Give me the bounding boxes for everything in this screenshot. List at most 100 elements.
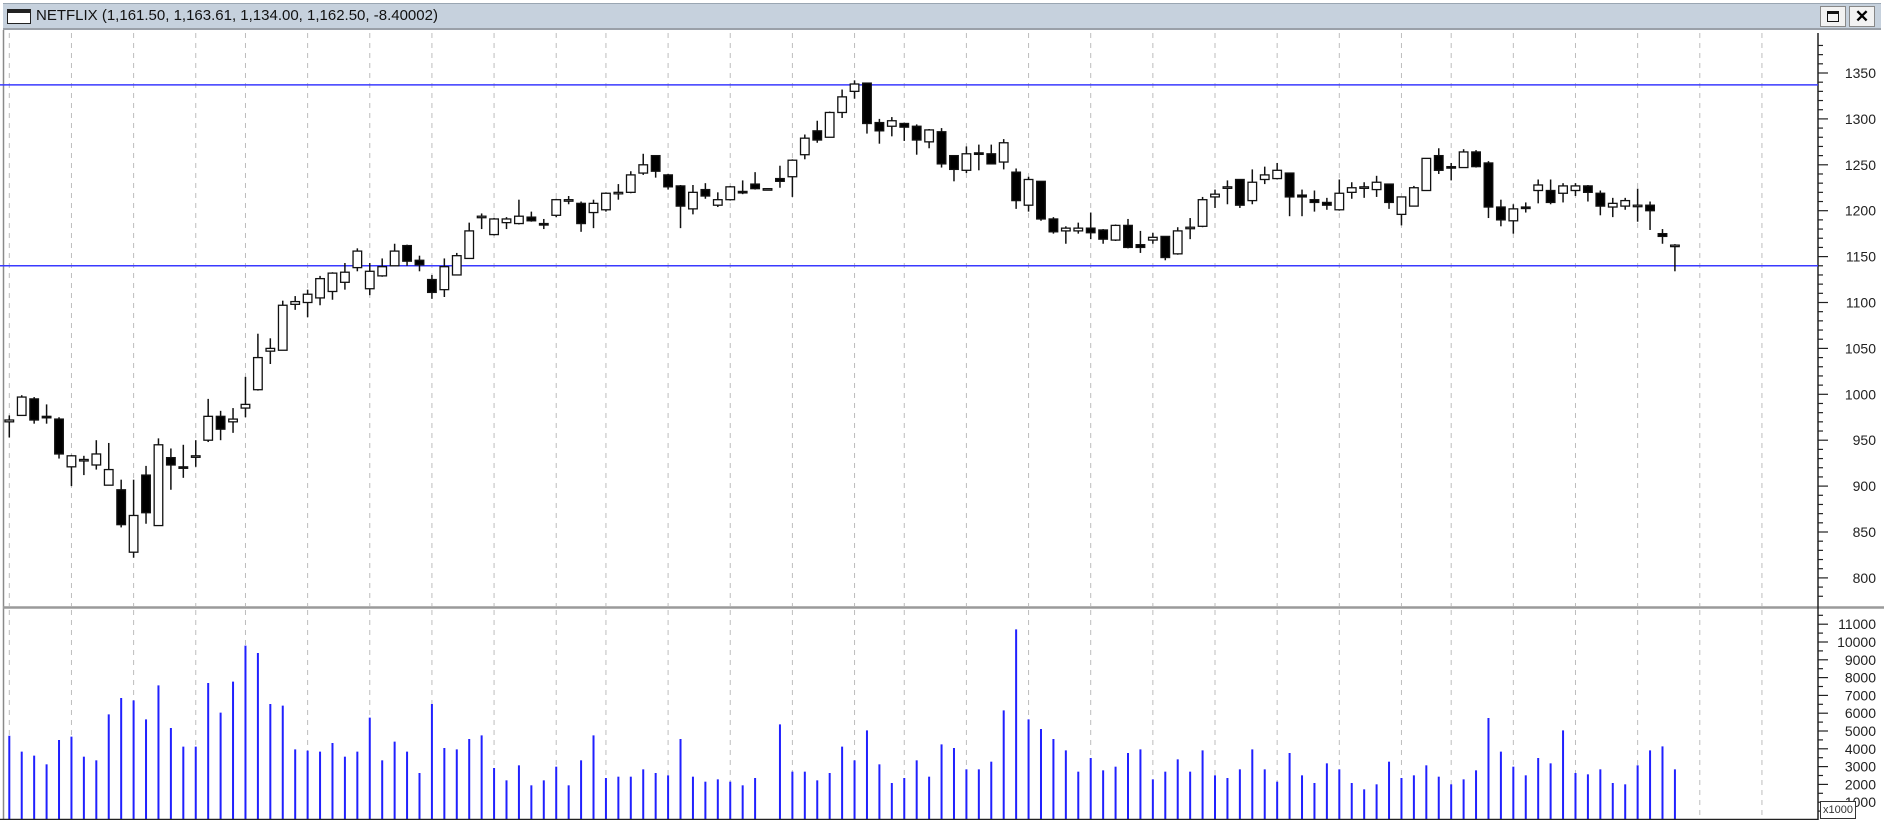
candle-body	[1123, 224, 1133, 249]
candle-body	[1471, 151, 1481, 168]
candle-body	[1210, 193, 1220, 198]
candle-body	[352, 250, 363, 269]
candle-body	[1023, 178, 1034, 206]
candle-body	[1085, 227, 1096, 234]
candle-body	[128, 514, 139, 553]
candle-body	[725, 186, 736, 201]
candle-body	[998, 142, 1009, 163]
candle-body	[1458, 151, 1469, 169]
candle-body	[936, 131, 947, 165]
maximize-button[interactable]	[1820, 6, 1846, 27]
candle-body	[240, 403, 251, 409]
candle-body	[1185, 226, 1196, 230]
candle-body	[414, 259, 425, 266]
candle-body	[54, 418, 64, 455]
candle-body	[501, 218, 512, 224]
volume-tick-label: 7000	[1845, 687, 1876, 703]
candle-body	[1632, 204, 1643, 208]
panel-frames	[2, 30, 1884, 820]
candle-body	[911, 125, 922, 141]
candle-body	[1570, 185, 1581, 192]
candle-body	[1520, 206, 1531, 210]
candle-body	[141, 474, 151, 514]
candle-body	[302, 293, 313, 304]
candle-body	[339, 271, 350, 283]
candle-body	[1234, 178, 1245, 206]
candle-body	[1620, 199, 1631, 207]
volume-bars	[8, 629, 1676, 820]
maximize-icon	[1827, 11, 1839, 22]
candle-body	[1533, 184, 1544, 192]
candle-body	[1495, 206, 1506, 221]
candle-body	[874, 121, 885, 132]
close-icon: ✕	[1854, 6, 1870, 26]
title-bar[interactable]: NETFLIX (1,161.50, 1,163.61, 1,134.00, 1…	[3, 3, 1881, 30]
candle-body	[1384, 183, 1394, 204]
candle-body	[1582, 185, 1593, 193]
candle-body	[737, 190, 748, 194]
volume-tick-label: 10000	[1837, 634, 1876, 650]
candle-body	[1036, 180, 1046, 220]
candle-body	[551, 199, 562, 216]
candle-body	[1334, 192, 1345, 211]
candle-body	[91, 453, 102, 466]
candle-body	[1321, 201, 1332, 206]
candle-body	[1359, 186, 1370, 189]
gridlines	[8, 33, 1763, 820]
candle-body	[451, 255, 462, 276]
candle-body	[277, 304, 288, 351]
candle-body	[153, 444, 164, 527]
candle-body	[78, 458, 89, 462]
candle-body	[41, 415, 52, 419]
candle-body	[327, 272, 338, 293]
price-tick-label: 1000	[1845, 386, 1876, 402]
price-tick-label: 1300	[1845, 111, 1876, 127]
candle-body	[1297, 194, 1307, 198]
candle-body	[29, 398, 40, 421]
volume-tick-label: 8000	[1845, 670, 1876, 686]
candle-body	[215, 415, 226, 430]
candle-body	[265, 347, 276, 352]
candle-body	[1147, 236, 1158, 241]
candle-body	[116, 489, 127, 526]
candle-body	[464, 230, 475, 260]
close-button[interactable]: ✕	[1849, 6, 1875, 27]
candle-body	[526, 216, 537, 222]
candle-body	[663, 174, 674, 188]
candle-body	[1446, 165, 1457, 169]
price-tick-label: 950	[1853, 432, 1877, 448]
price-tick-label: 1100	[1846, 295, 1876, 311]
candle-body	[513, 215, 524, 225]
candle-body	[812, 130, 823, 141]
candle-body	[1595, 192, 1606, 207]
candle-body	[426, 278, 437, 294]
price-tick-label: 800	[1853, 570, 1877, 586]
candle-body	[1309, 199, 1320, 204]
volume-tick-label: 2000	[1845, 776, 1876, 792]
candle-body	[389, 250, 400, 267]
price-tick-label: 1050	[1845, 340, 1876, 356]
candle-body	[986, 153, 997, 165]
candle-body	[638, 164, 649, 174]
candle-body	[886, 120, 897, 127]
candle-body	[600, 192, 611, 211]
candle-body	[290, 300, 301, 305]
candle-body	[489, 218, 500, 236]
candle-body	[563, 199, 574, 202]
candle-body	[1259, 174, 1270, 181]
candle-body	[1011, 171, 1022, 202]
candle-body	[439, 266, 450, 291]
candle-body	[824, 111, 835, 138]
candle-body	[16, 396, 27, 417]
horizontal-lines	[0, 84, 1818, 267]
window-icon	[7, 9, 31, 24]
volume-tick-label: 3000	[1845, 759, 1876, 775]
candle-body	[103, 468, 114, 486]
candle-body	[228, 418, 238, 423]
candle-body	[1645, 204, 1656, 212]
candle-body	[688, 191, 698, 210]
candle-body	[190, 455, 201, 458]
candle-body	[837, 96, 848, 114]
candle-body	[165, 456, 176, 466]
